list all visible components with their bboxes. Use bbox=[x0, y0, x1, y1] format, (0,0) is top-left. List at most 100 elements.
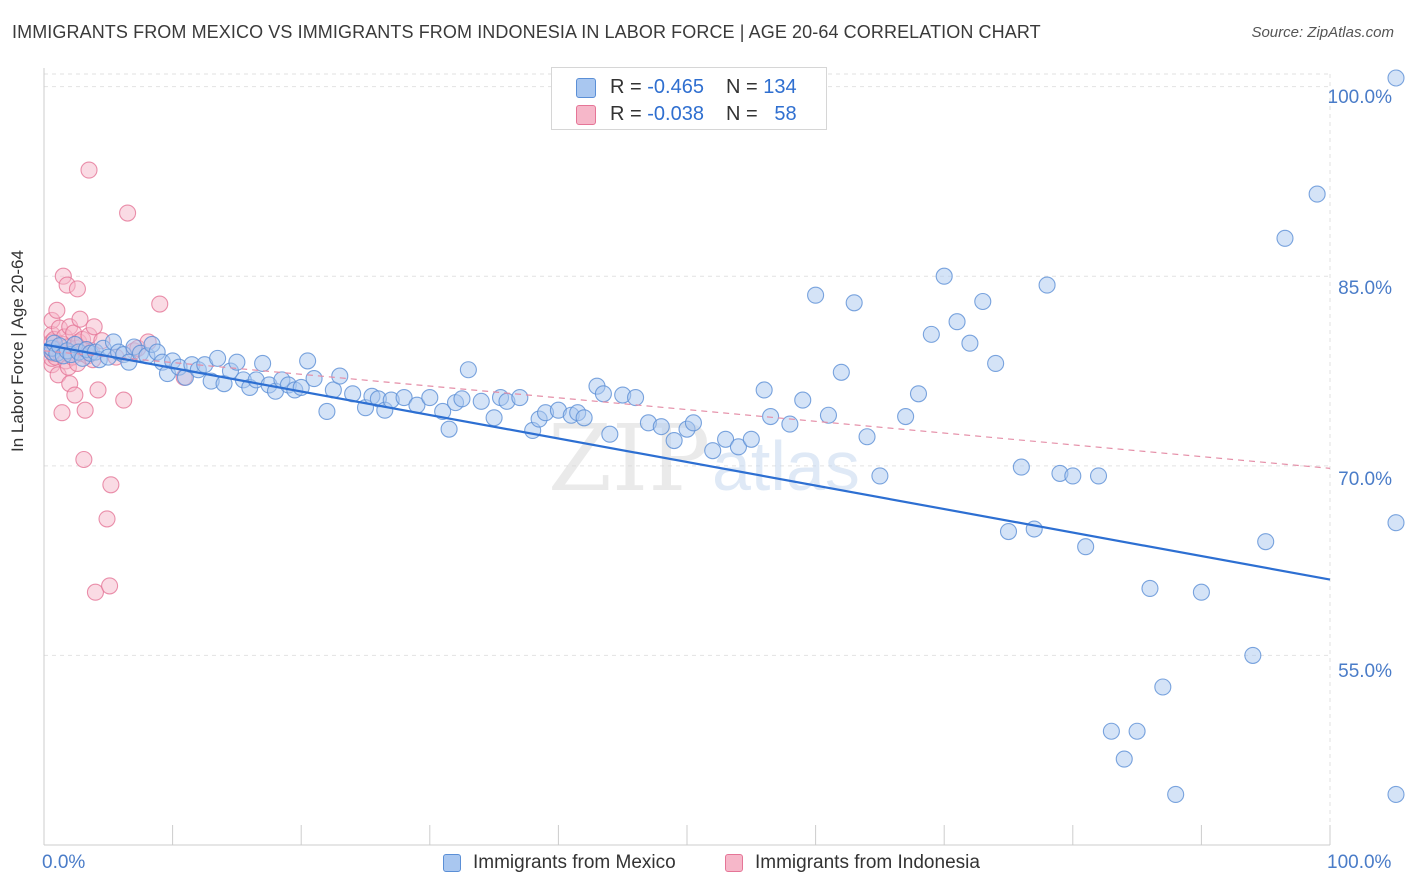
mexico-point-108 bbox=[948, 313, 966, 331]
x-tick-label-min: 0.0% bbox=[42, 852, 86, 873]
y-tick-label-100: 100.0% bbox=[1327, 87, 1392, 108]
indonesia-point-47 bbox=[98, 510, 116, 528]
mexico-point-53 bbox=[331, 367, 349, 385]
mexico-point-69 bbox=[485, 409, 503, 427]
n-value-indonesia: 58 bbox=[774, 103, 797, 125]
indonesia-point-43 bbox=[85, 318, 103, 336]
mexico-point-124 bbox=[1154, 678, 1172, 696]
legend-item-mexico[interactable]: Immigrants from Mexico bbox=[443, 852, 676, 874]
mexico-point-97 bbox=[794, 391, 812, 409]
mexico-point-125 bbox=[1167, 785, 1185, 803]
mexico-point-115 bbox=[1038, 276, 1056, 294]
mexico-point-122 bbox=[1128, 722, 1146, 740]
stats-legend: R = -0.465 N = 134 R = -0.038 N = 58 bbox=[551, 67, 827, 130]
mexico-point-92 bbox=[729, 438, 747, 456]
mexico-point-86 bbox=[652, 418, 670, 436]
mexico-point-112 bbox=[999, 522, 1018, 541]
mexico-point-129 bbox=[1276, 229, 1294, 247]
mexico-point-93 bbox=[742, 430, 760, 448]
indonesia-point-40 bbox=[80, 161, 98, 179]
mexico-point-81 bbox=[594, 385, 612, 403]
mexico-point-82 bbox=[601, 425, 619, 443]
indonesia-swatch bbox=[576, 104, 596, 125]
mexico-point-96 bbox=[781, 415, 799, 433]
mexico-point-110 bbox=[974, 292, 992, 311]
mexico-point-68 bbox=[472, 392, 490, 410]
n-label: N = bbox=[725, 76, 758, 98]
mexico-point-84 bbox=[627, 389, 645, 407]
mexico-point-35 bbox=[209, 349, 227, 367]
mexico-point-127 bbox=[1244, 646, 1262, 664]
indonesia-point-52 bbox=[119, 204, 137, 222]
mexico-point-117 bbox=[1064, 467, 1082, 485]
mexico-point-90 bbox=[704, 442, 722, 460]
mexico-point-132 bbox=[1387, 69, 1405, 87]
n-label: N = bbox=[725, 103, 758, 125]
indonesia-point-14 bbox=[53, 404, 71, 422]
x-tick-label-max: 100.0% bbox=[1327, 852, 1392, 873]
indonesia-point-49 bbox=[102, 476, 120, 494]
mexico-swatch bbox=[576, 77, 596, 98]
mexico-point-87 bbox=[665, 431, 683, 450]
mexico-point-119 bbox=[1089, 467, 1108, 485]
mexico-point-105 bbox=[909, 385, 928, 403]
mexico-point-49 bbox=[299, 352, 317, 370]
mexico-point-98 bbox=[807, 286, 825, 304]
indonesia-point-10 bbox=[48, 301, 66, 319]
mexico-point-64 bbox=[440, 420, 458, 438]
legend-label-indonesia: Immigrants from Indonesia bbox=[755, 852, 980, 873]
chart-title: IMMIGRANTS FROM MEXICO VS IMMIGRANTS FRO… bbox=[12, 22, 1041, 42]
y-tick-label-55: 55.0% bbox=[1338, 661, 1392, 682]
r-label: R = bbox=[610, 76, 642, 98]
mexico-point-100 bbox=[832, 363, 850, 381]
indonesia-point-44 bbox=[86, 583, 104, 601]
legend-label-mexico: Immigrants from Mexico bbox=[473, 852, 676, 873]
mexico-point-106 bbox=[922, 325, 940, 343]
mexico-point-60 bbox=[395, 389, 413, 407]
mexico-point-121 bbox=[1115, 750, 1133, 768]
mexico-point-113 bbox=[1012, 458, 1030, 476]
r-value-mexico: -0.465 bbox=[647, 76, 704, 98]
mexico-point-63 bbox=[434, 402, 452, 421]
indonesia-point-32 bbox=[71, 310, 89, 328]
mexico-point-95 bbox=[762, 407, 780, 426]
mexico-point-103 bbox=[871, 467, 889, 485]
mexico-point-62 bbox=[421, 389, 439, 407]
indonesia-point-30 bbox=[68, 280, 86, 298]
mexico-point-107 bbox=[935, 267, 953, 285]
n-value-mexico: 134 bbox=[763, 76, 797, 98]
source-credit: Source: ZipAtlas.com bbox=[1251, 24, 1394, 41]
mexico-point-111 bbox=[987, 354, 1005, 372]
series-legend: Immigrants from Mexico Immigrants from I… bbox=[0, 850, 1406, 880]
mexico-point-94 bbox=[755, 381, 773, 399]
r-label: R = bbox=[610, 103, 642, 125]
mexico-point-42 bbox=[254, 354, 272, 372]
mexico-point-79 bbox=[575, 409, 593, 427]
y-tick-label-85: 85.0% bbox=[1338, 278, 1392, 299]
indonesia-point-51 bbox=[115, 391, 133, 409]
stats-row-indonesia: R = -0.038 N = 58 bbox=[576, 103, 797, 126]
axes bbox=[43, 68, 1331, 846]
indonesia-point-27 bbox=[66, 386, 84, 404]
watermark-atlas: atlas bbox=[712, 427, 860, 505]
mexico-point-72 bbox=[511, 389, 529, 407]
series-mexico bbox=[43, 69, 1405, 803]
mexico-point-99 bbox=[819, 406, 838, 424]
mexico-point-128 bbox=[1257, 533, 1275, 551]
legend-item-indonesia[interactable]: Immigrants from Indonesia bbox=[725, 852, 980, 874]
mexico-point-118 bbox=[1077, 538, 1095, 556]
mexico-point-91 bbox=[717, 430, 735, 448]
indonesia-point-36 bbox=[76, 401, 94, 419]
mexico-point-89 bbox=[684, 414, 702, 432]
legend-swatch-mexico bbox=[443, 854, 461, 872]
mexico-point-67 bbox=[459, 361, 477, 379]
mexico-point-102 bbox=[858, 428, 876, 446]
mexico-point-50 bbox=[305, 370, 323, 388]
mexico-point-130 bbox=[1308, 185, 1326, 203]
mexico-point-66 bbox=[453, 390, 471, 408]
indonesia-point-56 bbox=[151, 295, 169, 313]
trend-line-mexico bbox=[43, 343, 1331, 581]
mexico-point-131 bbox=[1387, 514, 1405, 532]
r-value-indonesia: -0.038 bbox=[647, 103, 704, 125]
